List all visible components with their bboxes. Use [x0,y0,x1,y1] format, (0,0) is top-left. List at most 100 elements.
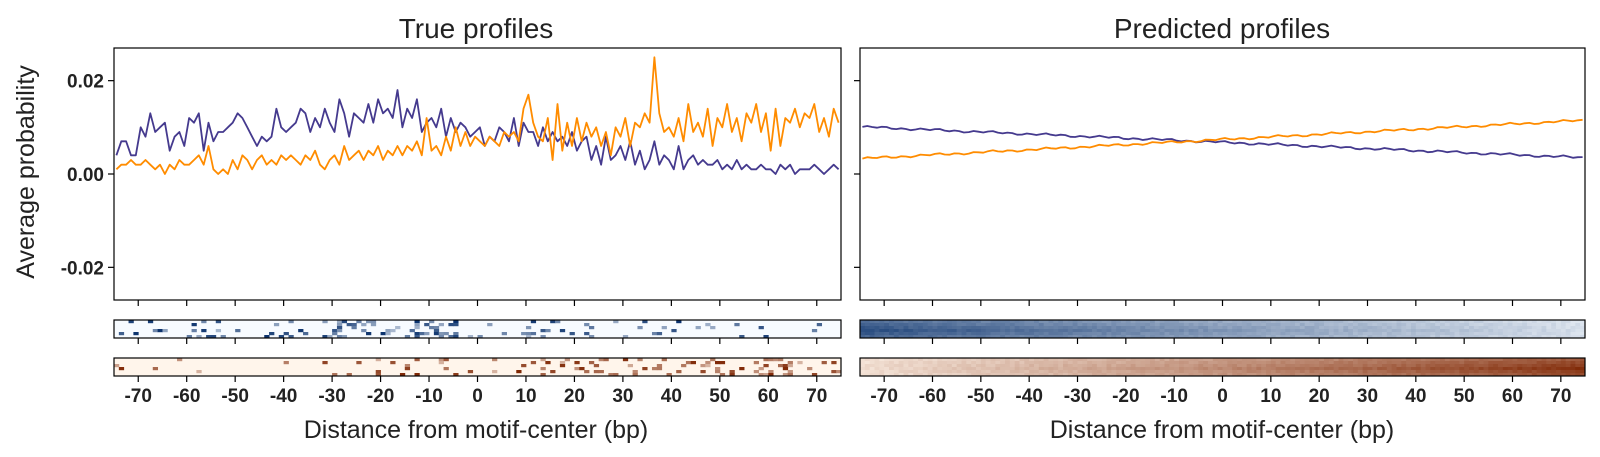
heatmap-cell [1473,358,1480,362]
heatmap-cell [1092,361,1098,365]
heatmap-cell [1353,373,1359,377]
predicted-heatmap-a [860,320,1586,339]
heatmap-cell [1174,358,1180,362]
heatmap-cell [1314,335,1320,339]
heatmap-cell [1116,364,1122,368]
heatmap-cell [884,326,890,330]
heatmap-cell [264,335,270,339]
heatmap-cell [884,329,890,333]
heatmap-cell [1580,326,1586,330]
heatmap-cell [1154,367,1161,371]
heatmap-cell [1140,358,1146,362]
heatmap-cell [1425,364,1431,368]
heatmap-cell [1459,326,1465,330]
heatmap-cell [1502,370,1509,374]
heatmap-cell [1333,320,1339,324]
heatmap-cell [1570,373,1576,377]
x-tick-label: -60 [173,386,200,407]
heatmap-cell [1087,361,1093,365]
heatmap-cell [1580,370,1586,374]
heatmap-cell [598,358,604,362]
heatmap-cell [1488,320,1494,324]
heatmap-cell [661,326,667,330]
heatmap-cell [966,358,972,362]
heatmap-cell [1367,320,1373,324]
heatmap-cell [1208,367,1214,371]
heatmap-cell [1043,361,1049,365]
heatmap-cell [1169,320,1175,324]
heatmap-cell [492,358,498,362]
heatmap-cell [1493,332,1499,336]
heatmap-cell [1377,332,1383,336]
heatmap-cell [922,361,929,365]
heatmap-cell [1454,367,1460,371]
heatmap-cell [903,335,909,339]
heatmap-cell [1483,361,1489,365]
heatmap-cell [1493,320,1499,324]
heatmap-cell [1285,332,1291,336]
heatmap-cell [1241,335,1248,339]
heatmap-cell [1377,320,1383,324]
heatmap-cell [1154,370,1161,374]
heatmap-cell [864,364,871,368]
heatmap-cell [985,361,991,365]
heatmap-cell [990,358,996,362]
heatmap-cell [1140,332,1146,336]
y-axis-label: Average probability [12,65,40,279]
heatmap-cell [1560,361,1567,365]
x-tick-label: -60 [919,386,946,407]
heatmap-cell [1043,367,1049,371]
predicted-x-axis-label: Distance from motif-center (bp) [1050,416,1395,444]
heatmap-cell [1493,373,1499,377]
heatmap-cell [1029,320,1035,324]
heatmap-cell [995,367,1001,371]
heatmap-cell [215,329,222,333]
heatmap-cell [1077,320,1083,324]
heatmap-cell [714,361,721,365]
heatmap-cell [1435,329,1441,333]
heatmap-cell [1391,373,1397,377]
heatmap-cell [1266,329,1272,333]
heatmap-cell [584,370,590,374]
heatmap-cell [1377,361,1383,365]
heatmap-cell [1406,329,1412,333]
heatmap-cell [884,332,890,336]
heatmap-cell [1328,364,1335,368]
heatmap-cell [1556,332,1562,336]
heatmap-cell [1440,373,1446,377]
heatmap-cell [1498,326,1504,330]
heatmap-cell [1444,332,1451,336]
heatmap-cell [1435,332,1441,336]
x-tick-label: 70 [806,386,827,407]
heatmap-cell [1382,326,1388,330]
heatmap-cell [1174,323,1180,327]
heatmap-cell [884,335,890,339]
heatmap-cell [1314,361,1320,365]
heatmap-cell [1174,320,1180,324]
heatmap-cell [1570,332,1576,336]
heatmap-cell [1232,358,1238,362]
heatmap-cell [1159,326,1165,330]
heatmap-cell [1005,358,1011,362]
heatmap-cell [1541,367,1547,371]
heatmap-cell [937,370,943,374]
heatmap-cell [569,332,575,336]
heatmap-cell [1082,323,1088,327]
heatmap-cell [1333,329,1339,333]
heatmap-cell [1082,320,1088,324]
heatmap-cell [908,367,914,371]
heatmap-cell [676,370,682,374]
heatmap-cell [1164,361,1170,365]
heatmap-cell [1473,370,1480,374]
heatmap-cell [1469,326,1475,330]
heatmap-cell [1464,370,1470,374]
heatmap-cell [1357,326,1364,330]
heatmap-cell [918,373,924,377]
heatmap-background [114,358,841,376]
heatmap-cell [1357,335,1364,339]
heatmap-cell [1116,358,1122,362]
heatmap-cell [1338,358,1344,362]
heatmap-cell [1473,320,1480,324]
heatmap-cell [1096,358,1103,362]
heatmap-cell [1580,320,1586,324]
